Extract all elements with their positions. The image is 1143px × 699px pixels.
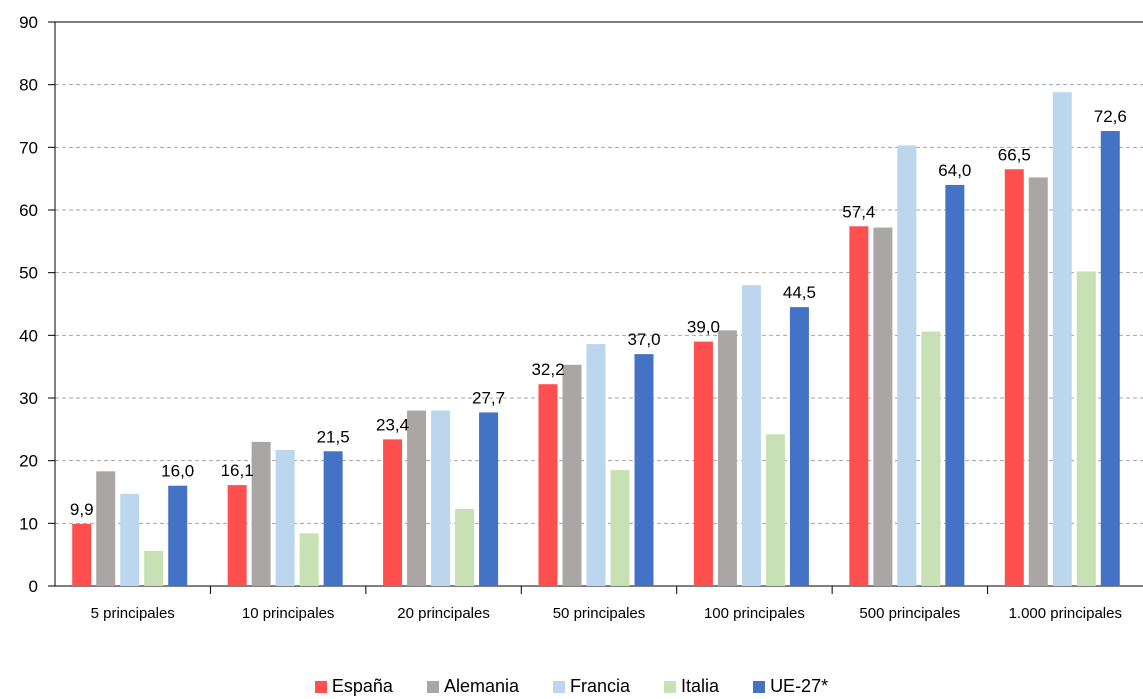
legend-item: Italia — [664, 676, 719, 697]
data-label: 16,0 — [161, 462, 194, 481]
legend-label: Francia — [570, 676, 631, 696]
legend-swatch — [664, 680, 677, 693]
x-tick-label: 50 principales — [553, 605, 646, 622]
x-tick-label: 1.000 principales — [1009, 605, 1122, 622]
bar-italia-1 — [299, 533, 319, 586]
bar-espa-a-3 — [538, 384, 558, 586]
bar-alemania-3 — [562, 364, 582, 586]
data-label: 64,0 — [938, 161, 971, 180]
legend-label: Italia — [681, 676, 720, 696]
y-tick-label: 10 — [19, 514, 38, 533]
y-tick-label: 0 — [29, 577, 38, 596]
bar-francia-5 — [897, 145, 917, 586]
y-tick-label: 90 — [19, 13, 38, 32]
bar-francia-0 — [120, 493, 140, 586]
legend: España Alemania Francia Italia UE-27* — [0, 676, 1143, 697]
y-tick-label: 60 — [19, 201, 38, 220]
data-label: 27,7 — [472, 388, 505, 407]
bar-italia-4 — [765, 434, 785, 586]
bar-francia-3 — [586, 344, 606, 586]
legend-label: Alemania — [443, 676, 519, 696]
legend-item: UE-27* — [753, 676, 828, 697]
data-label: 66,5 — [998, 145, 1031, 164]
bar-alemania-6 — [1028, 177, 1048, 586]
bar-ue-27--4 — [789, 307, 809, 586]
data-label: 23,4 — [376, 415, 409, 434]
x-axis: 5 principales 10 principales 20 principale… — [55, 585, 1143, 622]
x-tick-label: 10 principales — [242, 605, 335, 622]
bar-alemania-2 — [407, 410, 427, 586]
x-tick-label: 100 principales — [704, 605, 805, 622]
legend-label: España — [331, 676, 393, 696]
bar-ue-27--0 — [168, 485, 188, 586]
y-tick-label: 70 — [19, 138, 38, 157]
legend-swatch — [753, 680, 766, 693]
data-label: 72,6 — [1094, 107, 1127, 126]
data-label: 16,1 — [221, 461, 254, 480]
bar-espa-a-6 — [1004, 169, 1024, 586]
bar-espa-a-5 — [849, 226, 869, 586]
bar-italia-2 — [455, 508, 475, 586]
bar-alemania-4 — [717, 330, 737, 586]
bar-francia-6 — [1052, 92, 1072, 586]
x-tick-label: 500 principales — [859, 605, 960, 622]
bar-francia-1 — [275, 450, 295, 586]
bar-alemania-0 — [96, 471, 116, 586]
bar-italia-0 — [144, 550, 164, 586]
data-label: 44,5 — [783, 283, 816, 302]
data-labels: 9,9 16,1 23,4 32,2 39,0 57,4 66,5 16,0 21,5 27,7 3… — [70, 107, 1127, 519]
data-label: 9,9 — [70, 500, 94, 519]
legend-label: UE-27* — [770, 676, 829, 696]
bar-espa-a-2 — [383, 439, 403, 586]
bar-italia-6 — [1076, 271, 1096, 586]
y-tick-label: 30 — [19, 389, 38, 408]
y-tick-label: 20 — [19, 452, 38, 471]
bar-ue-27--2 — [479, 412, 499, 586]
data-label: 21,5 — [317, 427, 350, 446]
y-tick-label: 40 — [19, 326, 38, 345]
data-label: 32,2 — [531, 360, 564, 379]
bar-ue-27--1 — [323, 451, 343, 586]
bar-italia-3 — [610, 470, 630, 586]
bar-ue-27--3 — [634, 354, 654, 586]
legend-swatch — [553, 680, 565, 693]
legend-item: Alemania — [426, 676, 519, 697]
data-label: 39,0 — [687, 318, 720, 337]
legend-item: Francia — [553, 676, 630, 697]
data-label: 37,0 — [627, 330, 660, 349]
y-tick-label: 50 — [19, 264, 38, 283]
legend-swatch — [426, 680, 439, 693]
data-label: 57,4 — [842, 202, 875, 221]
bar-espa-a-4 — [693, 341, 713, 586]
bar-alemania-5 — [873, 227, 893, 586]
legend-item: España — [314, 676, 393, 697]
bar-ue-27--6 — [1100, 131, 1120, 587]
legend-swatch — [314, 680, 327, 693]
bar-alemania-1 — [251, 441, 271, 586]
x-tick-label: 20 principales — [397, 605, 490, 622]
bar-francia-2 — [431, 410, 451, 586]
bars — [72, 92, 1120, 587]
x-tick-label: 5 principales — [91, 605, 175, 622]
bar-espa-a-1 — [227, 485, 247, 586]
y-axis: 0 10 20 30 40 50 60 70 80 90 — [19, 13, 56, 596]
bar-italia-5 — [921, 331, 941, 586]
bar-francia-4 — [741, 285, 761, 586]
y-tick-label: 80 — [19, 76, 38, 95]
bar-ue-27--5 — [945, 184, 965, 586]
bar-chart: 0 10 20 30 40 50 60 70 80 90 5 principales 10 prin… — [19, 13, 1143, 622]
bar-espa-a-0 — [72, 523, 92, 586]
